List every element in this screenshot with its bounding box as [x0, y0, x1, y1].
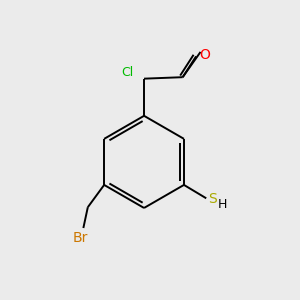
Text: Cl: Cl [122, 66, 134, 79]
Text: S: S [208, 193, 217, 206]
Text: O: O [199, 48, 210, 62]
Text: Br: Br [73, 231, 88, 245]
Text: H: H [218, 198, 227, 211]
